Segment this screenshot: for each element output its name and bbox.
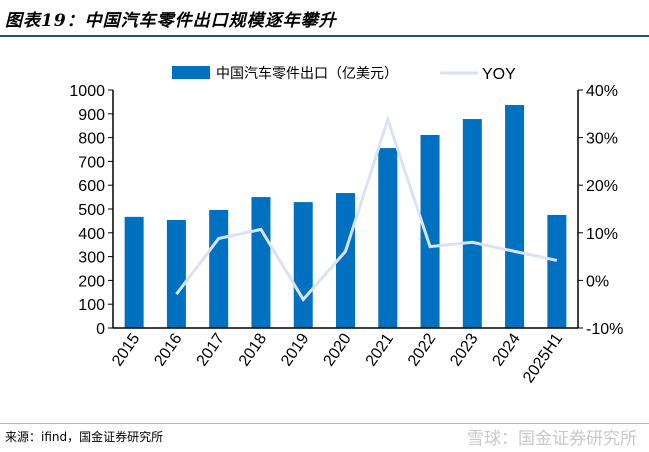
left-tick-label: 100 (78, 297, 105, 314)
figure-title: 图表19：中国汽车零件出口规模逐年攀升 (5, 11, 337, 31)
left-tick-label: 300 (78, 250, 105, 267)
x-tick-label: 2023 (447, 330, 481, 369)
left-tick-label: 400 (78, 226, 105, 243)
x-tick-label: 2025H1 (520, 330, 566, 386)
title-divider (0, 35, 649, 37)
source-note: 来源：ifind，国金证券研究所 (5, 430, 164, 444)
x-tick-label: 2022 (405, 330, 439, 369)
bar-2024 (505, 104, 525, 328)
bar-2021 (378, 148, 398, 328)
footer-divider (0, 423, 649, 424)
right-tick-label: 40% (586, 83, 618, 100)
x-tick-label: 2024 (490, 330, 524, 369)
left-tick-label: 0 (96, 321, 105, 338)
left-tick-label: 1000 (69, 83, 105, 100)
right-tick-label: 10% (586, 226, 618, 243)
x-tick-label: 2021 (363, 330, 397, 369)
left-tick-label: 900 (78, 107, 105, 124)
yoy-line (175, 114, 558, 302)
left-tick-label: 800 (78, 131, 105, 148)
bar-2020 (336, 193, 355, 328)
bar-2017 (209, 209, 229, 328)
right-tick-label: 0% (586, 273, 609, 290)
left-tick-label: 500 (78, 202, 105, 219)
left-tick-label: 600 (78, 178, 105, 195)
x-tick-label: 2015 (109, 330, 143, 369)
left-tick-label: 200 (78, 273, 105, 290)
x-tick-label: 2019 (278, 330, 312, 369)
right-tick-label: 30% (586, 131, 618, 148)
right-tick-label: 20% (586, 178, 618, 195)
watermark: 雪球：国金证券研究所 (467, 429, 637, 449)
x-tick-label: 2018 (236, 330, 270, 369)
right-tick-label: -10% (586, 321, 623, 338)
x-tick-label: 2020 (320, 330, 354, 369)
legend: 中国汽车零件出口（亿美元） YOY (172, 65, 516, 83)
bar-2025H1 (547, 214, 567, 328)
bar-2023 (462, 119, 482, 328)
left-tick-label: 700 (78, 154, 105, 171)
bar-2022 (420, 134, 440, 328)
legend-bar-label: 中国汽车零件出口（亿美元） (216, 65, 398, 81)
bar-2016 (166, 219, 186, 328)
bar-2019 (293, 202, 313, 328)
x-tick-label: 2016 (151, 330, 185, 369)
legend-bar-swatch (172, 66, 210, 79)
legend-line-label: YOY (482, 66, 516, 83)
x-tick-label: 2017 (194, 330, 228, 369)
chart-svg: 中国汽车零件出口（亿美元） YOY 0 100 200 300 400 500 600 700… (69, 65, 623, 386)
bar-2015 (124, 216, 144, 328)
bar-2018 (251, 197, 271, 328)
